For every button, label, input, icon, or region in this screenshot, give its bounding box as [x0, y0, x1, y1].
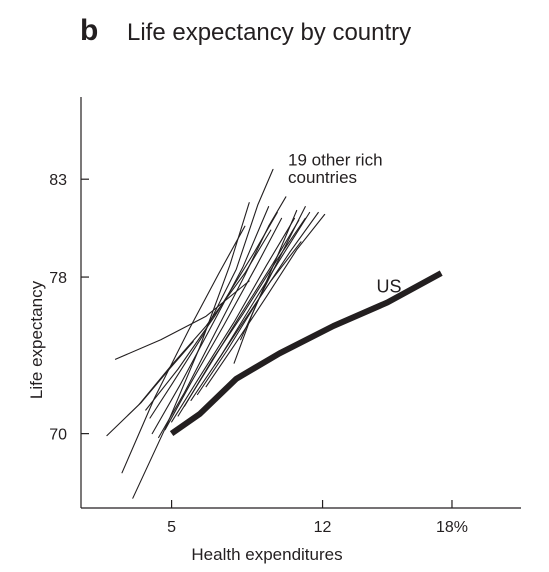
series-line-country-1: [106, 341, 194, 437]
x-tick-label: 5: [167, 519, 176, 536]
series-line-country-9: [164, 217, 283, 431]
y-tick-label: 78: [49, 270, 67, 287]
y-axis-label: Life expectancy: [27, 280, 46, 399]
y-tick-label: 70: [49, 427, 67, 444]
series-line-country-12: [183, 217, 306, 407]
chart-title: Life expectancy by country: [127, 19, 412, 46]
other-countries-label: countries: [288, 168, 357, 187]
x-tick-label: 12: [314, 519, 332, 536]
series-line-country-19: [114, 280, 250, 360]
series-layer: [106, 168, 443, 499]
series-line-country-3: [121, 225, 246, 474]
series-line-country-18: [240, 206, 306, 341]
other-countries-label: 19 other rich: [288, 151, 383, 170]
series-line-us: [169, 270, 443, 437]
series-line-country-5: [149, 168, 274, 419]
series-line-country-16: [214, 241, 302, 366]
y-tick-label: 83: [49, 172, 67, 189]
panel-label: b: [80, 14, 99, 47]
series-line-country-17: [233, 209, 298, 364]
series-line-country-10: [171, 217, 296, 423]
x-tick-label: 18%: [436, 519, 468, 536]
series-line-country-4: [138, 229, 272, 405]
series-line-country-6: [151, 206, 270, 435]
x-axis-label: Health expenditures: [191, 545, 342, 564]
tick-layer: 70 78 83 5 12 18%: [49, 172, 468, 536]
series-line-country-13: [190, 211, 311, 401]
series-line-country-8: [158, 196, 287, 439]
series-line-country-15: [205, 213, 326, 388]
us-series-label: US: [376, 277, 401, 297]
